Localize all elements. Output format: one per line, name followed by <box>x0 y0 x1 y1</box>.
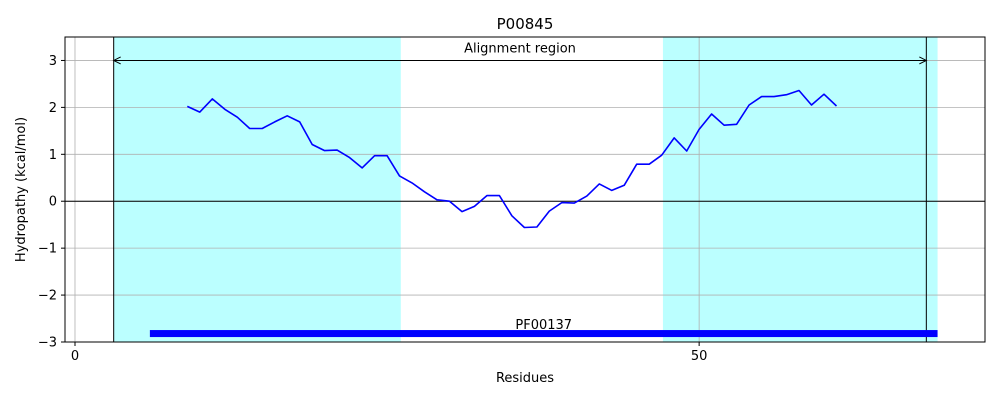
hydropathy-line <box>186 89 838 229</box>
shaded-region-2 <box>662 37 938 342</box>
x-axis-label: Residues <box>496 371 554 386</box>
y-tick-label: 1 <box>49 148 57 163</box>
y-tick-label: −2 <box>38 289 57 304</box>
alignment-arrow-left-head <box>112 56 121 65</box>
series-lines <box>186 89 838 229</box>
y-tick-label: −1 <box>38 242 57 257</box>
plot-frame <box>64 36 986 343</box>
reference-lines <box>65 37 985 342</box>
x-tick-label: 50 <box>691 349 708 364</box>
y-tick-label: 3 <box>49 54 57 69</box>
shaded-regions <box>113 37 938 342</box>
chart-title: P00845 <box>497 15 554 33</box>
y-tick-label: −3 <box>38 336 57 351</box>
x-axis-ticks: 0 50 <box>71 342 708 364</box>
pfam-domain-label: PF00137 <box>515 318 572 333</box>
y-tick-label: 2 <box>49 101 57 116</box>
alignment-region-label: Alignment region <box>464 41 576 56</box>
annotations: Alignment region PF00137 <box>112 41 938 338</box>
alignment-arrow-right-head <box>919 56 928 65</box>
pfam-domain-bar <box>149 330 938 338</box>
y-tick-label: 0 <box>49 195 57 210</box>
y-axis-label: Hydropathy (kcal/mol) <box>14 117 29 262</box>
y-axis-ticks: −3 −2 −1 0 1 2 3 <box>38 54 65 351</box>
x-tick-label: 0 <box>71 349 79 364</box>
shaded-region-1 <box>113 37 401 342</box>
